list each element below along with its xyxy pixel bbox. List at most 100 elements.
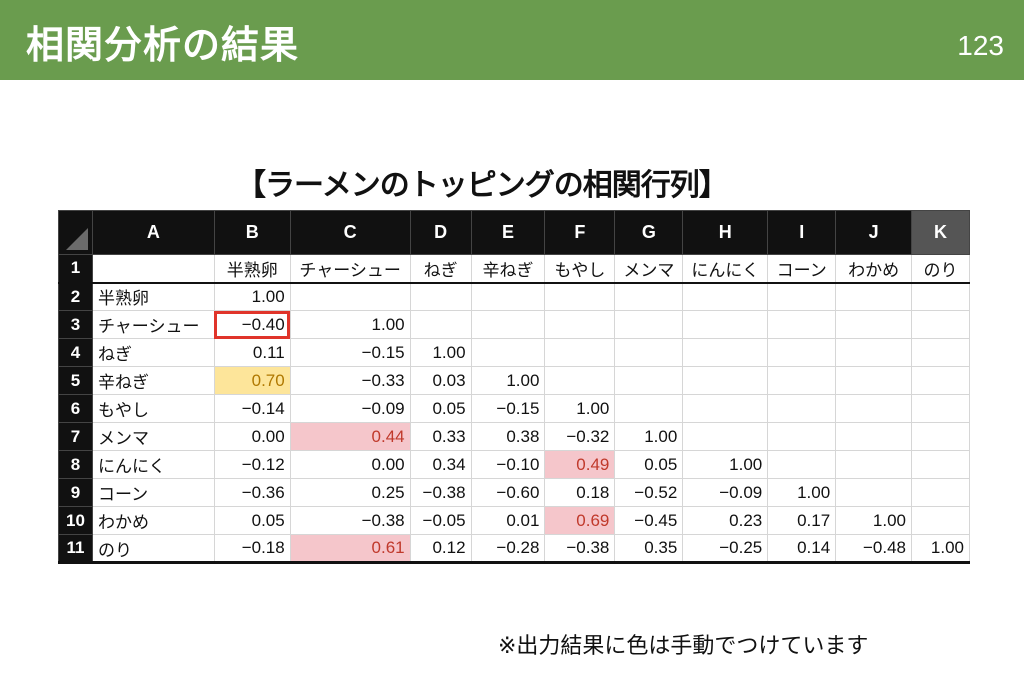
empty-cell[interactable] (911, 422, 970, 451)
correlation-cell[interactable]: −0.18 (213, 534, 291, 564)
empty-cell[interactable] (289, 282, 411, 311)
row-label-cell[interactable]: のり (91, 534, 215, 564)
empty-cell[interactable] (835, 366, 913, 395)
correlation-cell[interactable]: 0.38 (470, 422, 546, 451)
correlation-cell[interactable]: −0.45 (614, 506, 684, 535)
row-number[interactable]: 1 (58, 254, 93, 284)
correlation-cell[interactable]: −0.38 (409, 478, 472, 507)
empty-cell[interactable] (835, 338, 913, 367)
row-number[interactable]: 5 (58, 366, 93, 395)
correlation-cell[interactable]: 0.69 (544, 506, 616, 535)
row-number[interactable]: 7 (58, 422, 93, 451)
empty-cell[interactable] (767, 282, 837, 311)
empty-cell[interactable] (614, 338, 684, 367)
correlation-cell[interactable]: 1.00 (213, 282, 291, 311)
row-label-cell[interactable]: メンマ (91, 422, 215, 451)
empty-cell[interactable] (835, 282, 913, 311)
correlation-cell[interactable]: −0.48 (835, 534, 913, 564)
correlation-cell[interactable]: 0.05 (409, 394, 472, 423)
row-number[interactable]: 3 (58, 310, 93, 339)
correlation-cell[interactable]: 0.18 (544, 478, 616, 507)
correlation-cell[interactable]: −0.15 (470, 394, 546, 423)
empty-cell[interactable] (614, 366, 684, 395)
empty-cell[interactable] (835, 310, 913, 339)
correlation-cell[interactable]: −0.36 (213, 478, 291, 507)
correlation-cell[interactable]: −0.25 (682, 534, 769, 564)
correlation-cell[interactable]: 1.00 (614, 422, 684, 451)
correlation-cell[interactable]: 0.49 (544, 450, 616, 479)
correlation-cell[interactable]: 1.00 (682, 450, 769, 479)
empty-cell[interactable] (682, 422, 769, 451)
empty-cell[interactable] (470, 338, 546, 367)
correlation-cell[interactable]: 0.00 (213, 422, 291, 451)
column-header-i[interactable]: I (767, 210, 837, 255)
row-label-cell[interactable]: 辛ねぎ (91, 366, 215, 395)
correlation-cell[interactable]: 1.00 (544, 394, 616, 423)
correlation-cell[interactable]: 0.23 (682, 506, 769, 535)
empty-cell[interactable] (682, 338, 769, 367)
column-header-e[interactable]: E (470, 210, 546, 255)
correlation-cell[interactable]: 1.00 (767, 478, 837, 507)
correlation-cell[interactable]: −0.09 (682, 478, 769, 507)
column-header-c[interactable]: C (289, 210, 411, 255)
empty-cell[interactable] (682, 366, 769, 395)
empty-cell[interactable] (911, 450, 970, 479)
column-header-d[interactable]: D (409, 210, 472, 255)
variable-header-cell[interactable]: コーン (767, 254, 837, 284)
correlation-cell[interactable]: 0.00 (289, 450, 411, 479)
variable-header-cell[interactable]: 半熟卵 (213, 254, 291, 284)
empty-cell[interactable] (614, 394, 684, 423)
variable-header-cell[interactable]: もやし (544, 254, 616, 284)
column-header-j[interactable]: J (835, 210, 913, 255)
row-label-cell[interactable]: もやし (91, 394, 215, 423)
correlation-cell[interactable]: −0.15 (289, 338, 411, 367)
variable-header-cell[interactable]: わかめ (835, 254, 913, 284)
empty-cell[interactable] (835, 450, 913, 479)
correlation-cell[interactable]: 0.17 (767, 506, 837, 535)
row-label-cell[interactable]: ねぎ (91, 338, 215, 367)
variable-header-cell[interactable]: にんにく (682, 254, 769, 284)
empty-cell[interactable] (91, 254, 215, 284)
empty-cell[interactable] (470, 282, 546, 311)
correlation-cell[interactable]: 0.61 (289, 534, 411, 564)
empty-cell[interactable] (767, 422, 837, 451)
variable-header-cell[interactable]: メンマ (614, 254, 684, 284)
row-number[interactable]: 4 (58, 338, 93, 367)
column-header-f[interactable]: F (544, 210, 616, 255)
row-number[interactable]: 10 (58, 506, 93, 535)
empty-cell[interactable] (911, 506, 970, 535)
correlation-cell[interactable]: 0.05 (213, 506, 291, 535)
correlation-cell[interactable]: 1.00 (409, 338, 472, 367)
correlation-cell[interactable]: −0.10 (470, 450, 546, 479)
correlation-cell[interactable]: 0.11 (213, 338, 291, 367)
correlation-cell[interactable]: 0.44 (289, 422, 411, 451)
empty-cell[interactable] (835, 422, 913, 451)
column-header-h[interactable]: H (682, 210, 769, 255)
variable-header-cell[interactable]: ねぎ (409, 254, 472, 284)
correlation-cell[interactable]: 0.70 (213, 366, 291, 395)
empty-cell[interactable] (767, 394, 837, 423)
column-header-k[interactable]: K (911, 210, 970, 255)
correlation-cell[interactable]: 0.35 (614, 534, 684, 564)
correlation-cell[interactable]: −0.14 (213, 394, 291, 423)
correlation-cell[interactable]: 0.03 (409, 366, 472, 395)
row-number[interactable]: 6 (58, 394, 93, 423)
correlation-cell[interactable]: −0.33 (289, 366, 411, 395)
correlation-cell[interactable]: −0.52 (614, 478, 684, 507)
row-number[interactable]: 11 (58, 534, 93, 564)
empty-cell[interactable] (470, 310, 546, 339)
empty-cell[interactable] (835, 478, 913, 507)
variable-header-cell[interactable]: チャーシュー (289, 254, 411, 284)
correlation-cell[interactable]: 1.00 (835, 506, 913, 535)
correlation-cell[interactable]: −0.32 (544, 422, 616, 451)
row-label-cell[interactable]: チャーシュー (91, 310, 215, 339)
correlation-cell[interactable]: −0.09 (289, 394, 411, 423)
empty-cell[interactable] (544, 310, 616, 339)
empty-cell[interactable] (911, 310, 970, 339)
empty-cell[interactable] (614, 310, 684, 339)
correlation-cell[interactable]: −0.12 (213, 450, 291, 479)
variable-header-cell[interactable]: のり (911, 254, 970, 284)
column-header-a[interactable]: A (91, 210, 215, 255)
empty-cell[interactable] (409, 310, 472, 339)
correlation-cell[interactable]: 0.12 (409, 534, 472, 564)
